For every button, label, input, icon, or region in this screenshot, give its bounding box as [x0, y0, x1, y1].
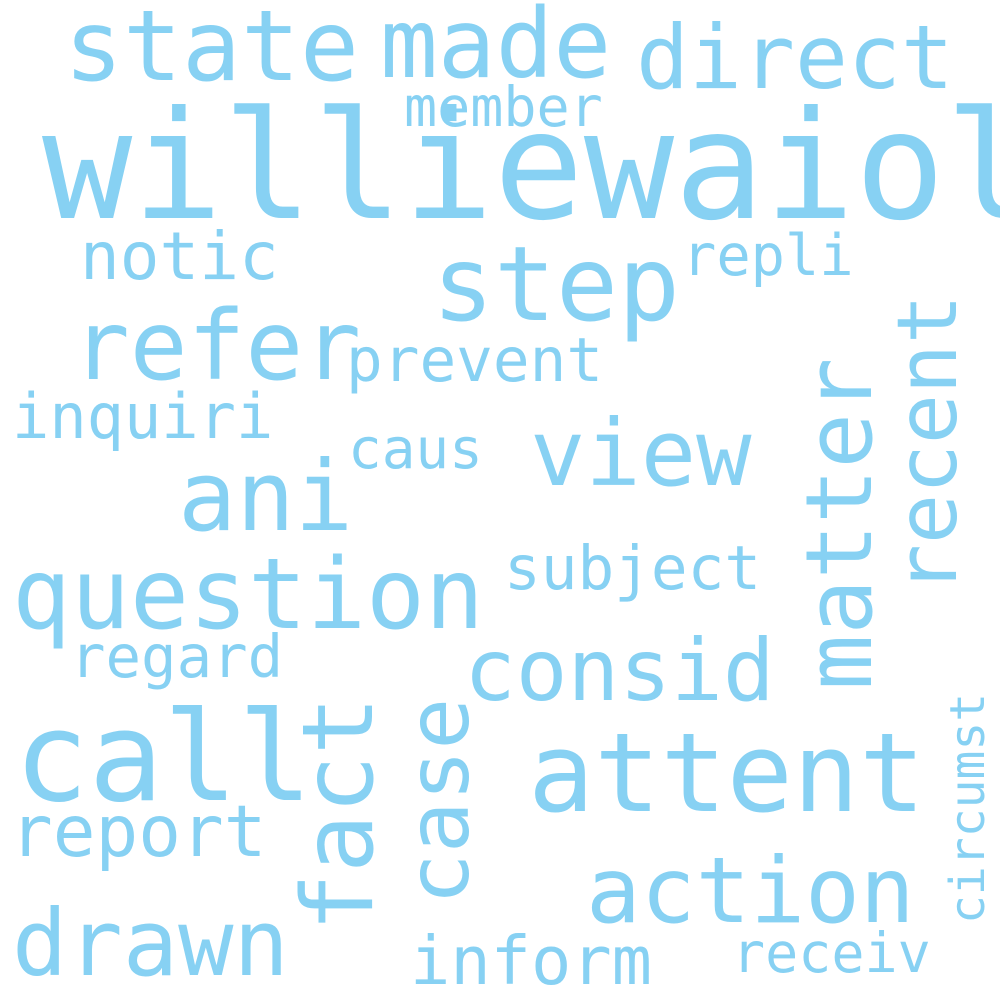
word-refer: refer — [72, 290, 361, 402]
word-case: case — [389, 697, 489, 905]
word-prevent: prevent — [346, 325, 604, 396]
word-made: made — [380, 0, 612, 100]
word-ani: ani — [178, 440, 354, 553]
word-step: step — [432, 225, 681, 345]
word-question: question — [12, 538, 485, 652]
word-call: call — [14, 686, 313, 830]
word-receiv: receiv — [732, 921, 931, 985]
word-recent: recent — [879, 294, 976, 594]
word-member: member — [404, 75, 603, 139]
word-direct: direct — [636, 6, 954, 109]
word-consid: consid — [464, 621, 775, 721]
word-report: report — [10, 790, 267, 873]
word-attent: attent — [528, 709, 926, 837]
word-state: state — [64, 0, 360, 104]
word-inquiri: inquiri — [12, 380, 274, 453]
word-regard: regard — [70, 622, 284, 691]
word-action: action — [586, 839, 915, 944]
word-repli: repli — [682, 223, 854, 289]
word-caus: caus — [348, 417, 483, 482]
word-matter: matter — [786, 357, 893, 690]
word-notic: notic — [80, 218, 279, 295]
word-drawn: drawn — [12, 890, 289, 997]
word-fact: fact — [282, 695, 396, 932]
word-inform: inform — [410, 922, 653, 1000]
word-williewaiola: williewaiola — [42, 80, 1000, 254]
word-subject: subject — [504, 533, 762, 604]
word-circumst: circumst — [940, 692, 996, 924]
word-view: view — [530, 400, 752, 507]
